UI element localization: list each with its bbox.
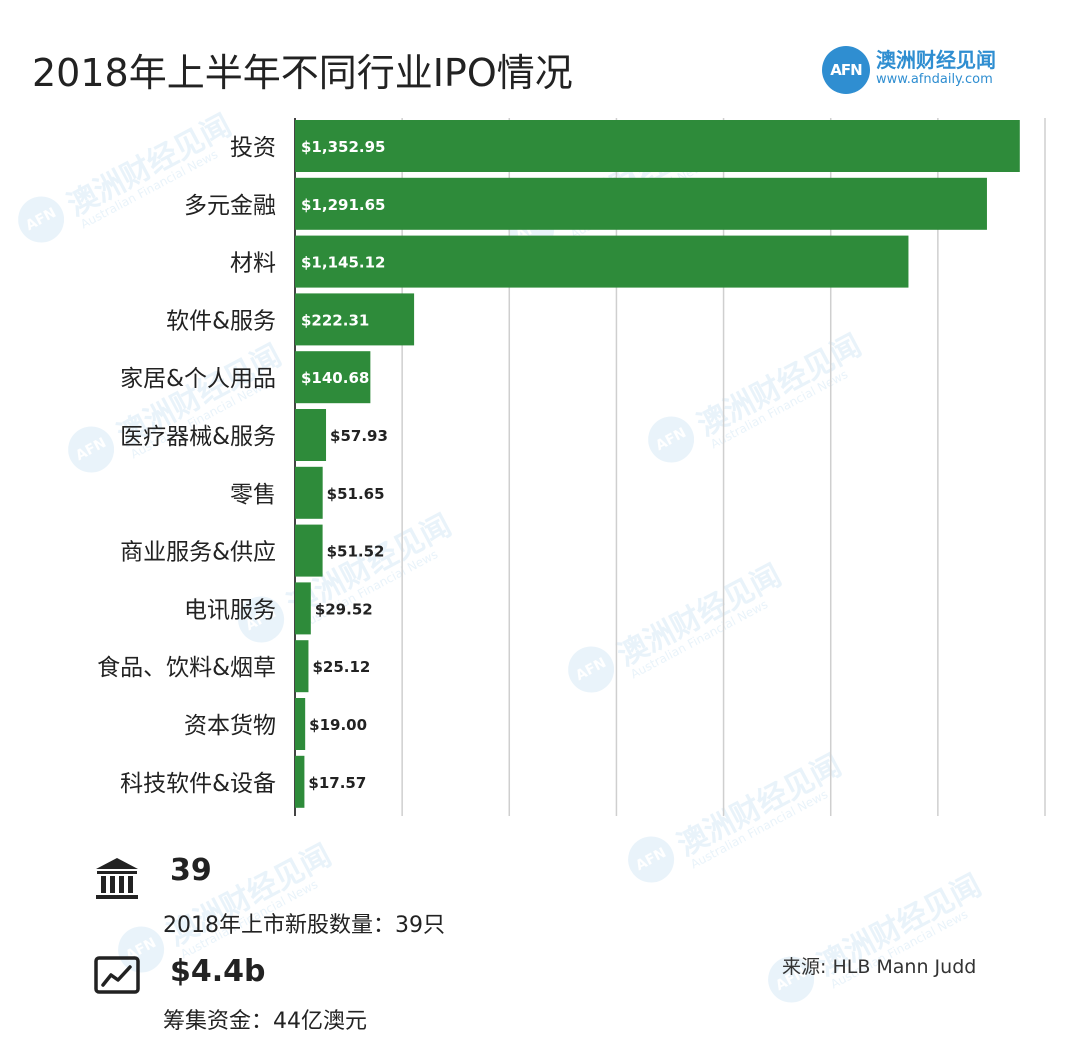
category-label: 资本货物 bbox=[184, 713, 276, 739]
data-label: $17.57 bbox=[308, 774, 366, 792]
data-label: $29.52 bbox=[315, 600, 373, 618]
chart-title: 2018年上半年不同行业IPO情况 bbox=[32, 51, 573, 95]
brand-name: 澳洲财经见闻 bbox=[876, 48, 996, 72]
funds-raised-value: $4.4b bbox=[170, 954, 266, 989]
data-label: $1,352.95 bbox=[301, 138, 385, 156]
bar bbox=[295, 640, 309, 693]
bar bbox=[295, 409, 327, 461]
category-label: 材料 bbox=[230, 251, 276, 277]
category-label: 科技软件&设备 bbox=[120, 771, 276, 797]
category-label: 投资 bbox=[230, 135, 276, 161]
bar bbox=[295, 177, 987, 230]
ipo-count-value: 39 bbox=[170, 853, 212, 888]
data-label: $222.31 bbox=[301, 311, 369, 329]
data-label: $140.68 bbox=[301, 369, 369, 387]
bar bbox=[295, 524, 323, 577]
funds-raised-label: 筹集资金：44亿澳元 bbox=[163, 1009, 367, 1034]
category-label: 商业服务&供应 bbox=[120, 540, 276, 566]
category-label: 软件&服务 bbox=[166, 308, 276, 334]
data-label: $51.52 bbox=[327, 543, 385, 561]
bank-icon bbox=[96, 858, 138, 899]
data-label: $57.93 bbox=[330, 427, 388, 445]
category-label: 食品、饮料&烟草 bbox=[97, 655, 276, 681]
data-label: $1,145.12 bbox=[301, 254, 385, 272]
bar bbox=[295, 293, 415, 346]
bar bbox=[295, 698, 306, 750]
bar bbox=[295, 235, 909, 288]
data-label: $19.00 bbox=[309, 716, 367, 734]
ipo-count-label: 2018年上市新股数量：39只 bbox=[163, 913, 445, 938]
data-label: $1,291.65 bbox=[301, 196, 385, 214]
source-note: 来源: HLB Mann Judd bbox=[782, 956, 977, 978]
category-label: 多元金融 bbox=[184, 193, 276, 219]
line-chart-icon bbox=[94, 956, 140, 994]
data-label: $25.12 bbox=[312, 658, 370, 676]
bar bbox=[295, 466, 323, 519]
bar bbox=[295, 755, 305, 808]
category-label: 医疗器械&服务 bbox=[120, 424, 276, 450]
bar-chart: 投资 $1,352.95 多元金融 $1,291.65 材料 $1,145.12 软件&服务… bbox=[97, 118, 1046, 816]
data-label: $51.65 bbox=[327, 485, 385, 503]
category-label: 零售 bbox=[230, 482, 276, 508]
bar bbox=[295, 120, 1020, 172]
category-label: 电讯服务 bbox=[184, 597, 276, 623]
category-label: 家居&个人用品 bbox=[120, 366, 276, 392]
brand-url: www.afndaily.com bbox=[876, 72, 993, 87]
bar bbox=[295, 351, 371, 404]
afn-logo-icon: AFN bbox=[822, 46, 870, 94]
brand-logo: AFN 澳洲财经见闻 www.afndaily.com bbox=[822, 40, 1022, 96]
bar bbox=[295, 582, 311, 635]
